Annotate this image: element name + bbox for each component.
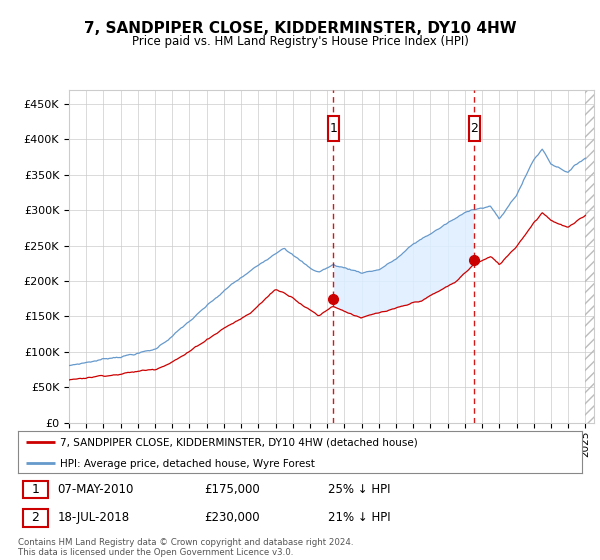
Text: 07-MAY-2010: 07-MAY-2010 [58,483,134,496]
Text: HPI: Average price, detached house, Wyre Forest: HPI: Average price, detached house, Wyre… [60,459,315,469]
FancyBboxPatch shape [328,116,339,141]
Text: 2: 2 [31,511,39,524]
Text: 7, SANDPIPER CLOSE, KIDDERMINSTER, DY10 4HW (detached house): 7, SANDPIPER CLOSE, KIDDERMINSTER, DY10 … [60,438,418,448]
FancyBboxPatch shape [23,509,48,526]
FancyBboxPatch shape [469,116,480,141]
Text: 1: 1 [329,122,337,135]
Text: 7, SANDPIPER CLOSE, KIDDERMINSTER, DY10 4HW: 7, SANDPIPER CLOSE, KIDDERMINSTER, DY10 … [83,21,517,36]
FancyBboxPatch shape [23,481,48,498]
Text: Contains HM Land Registry data © Crown copyright and database right 2024.
This d: Contains HM Land Registry data © Crown c… [18,538,353,557]
Text: Price paid vs. HM Land Registry's House Price Index (HPI): Price paid vs. HM Land Registry's House … [131,35,469,48]
Text: 2: 2 [470,122,478,135]
Text: £230,000: £230,000 [204,511,260,524]
Text: £175,000: £175,000 [204,483,260,496]
Text: 1: 1 [31,483,39,496]
Text: 25% ↓ HPI: 25% ↓ HPI [328,483,391,496]
Text: 21% ↓ HPI: 21% ↓ HPI [328,511,391,524]
Text: 18-JUL-2018: 18-JUL-2018 [58,511,130,524]
